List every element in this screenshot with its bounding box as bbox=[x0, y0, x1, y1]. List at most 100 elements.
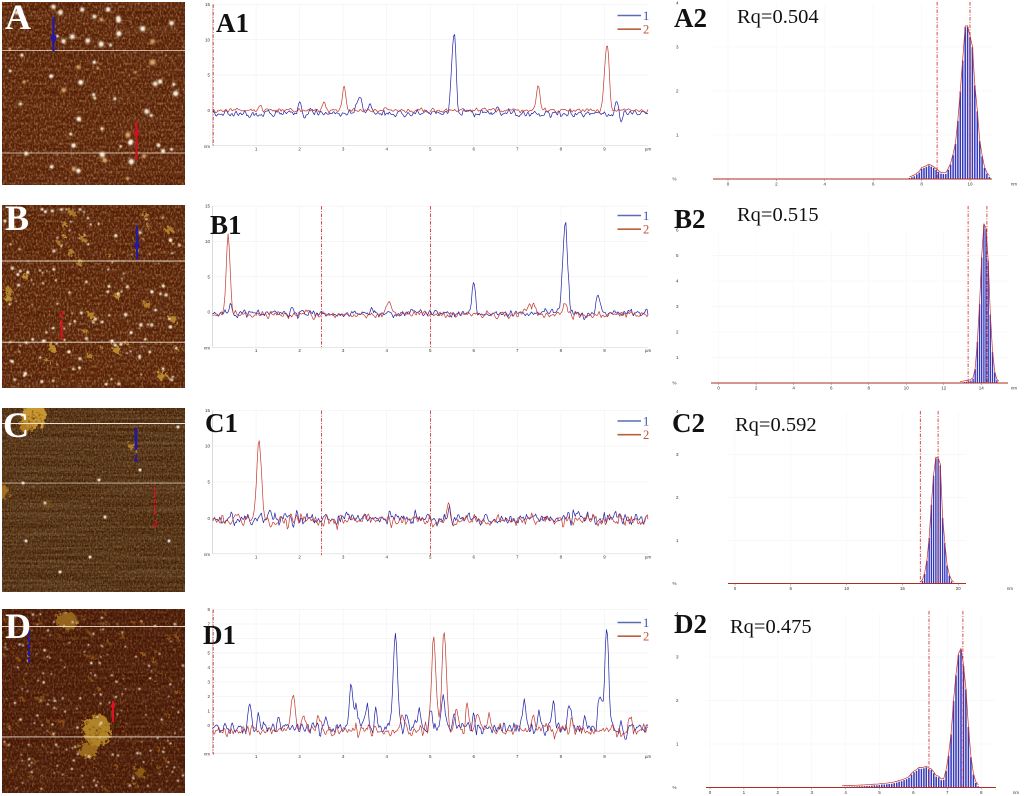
svg-text:4: 4 bbox=[676, 279, 679, 284]
svg-text:4: 4 bbox=[676, 409, 679, 414]
svg-text:12: 12 bbox=[941, 386, 947, 391]
svg-text:4: 4 bbox=[792, 386, 795, 391]
svg-text:6: 6 bbox=[473, 348, 476, 353]
svg-text:Rq=0.475: Rq=0.475 bbox=[730, 616, 812, 638]
svg-text:8: 8 bbox=[560, 147, 563, 152]
svg-text:7: 7 bbox=[516, 555, 519, 560]
svg-text:0: 0 bbox=[207, 310, 210, 315]
svg-text:1: 1 bbox=[676, 355, 679, 360]
svg-text:2: 2 bbox=[207, 694, 210, 699]
svg-text:3: 3 bbox=[676, 452, 679, 457]
svg-text:Rq=0.592: Rq=0.592 bbox=[735, 414, 817, 436]
svg-text:8: 8 bbox=[980, 790, 983, 795]
svg-text:6: 6 bbox=[912, 790, 915, 795]
svg-text:1: 1 bbox=[255, 348, 258, 353]
svg-text:Rq=0.515: Rq=0.515 bbox=[737, 204, 819, 226]
svg-text:µm: µm bbox=[645, 754, 651, 759]
svg-text:2: 2 bbox=[676, 495, 679, 500]
svg-text:5: 5 bbox=[878, 790, 881, 795]
svg-text:3: 3 bbox=[342, 754, 345, 759]
svg-text:6: 6 bbox=[872, 182, 875, 187]
svg-text:1: 1 bbox=[643, 616, 649, 630]
svg-text:5: 5 bbox=[429, 348, 432, 353]
svg-text:µm: µm bbox=[645, 147, 651, 152]
svg-text:4: 4 bbox=[824, 182, 827, 187]
svg-text:µm: µm bbox=[645, 348, 651, 353]
svg-text:nm: nm bbox=[1011, 386, 1017, 391]
svg-text:2: 2 bbox=[643, 428, 649, 442]
svg-text:A: A bbox=[5, 0, 31, 37]
svg-text:2: 2 bbox=[298, 348, 301, 353]
svg-text:14: 14 bbox=[979, 386, 985, 391]
svg-text:1: 1 bbox=[255, 754, 258, 759]
svg-text:1: 1 bbox=[207, 709, 210, 714]
svg-text:4: 4 bbox=[385, 147, 388, 152]
svg-text:10: 10 bbox=[205, 239, 211, 244]
svg-text:10: 10 bbox=[904, 386, 910, 391]
svg-text:B2: B2 bbox=[674, 204, 706, 234]
svg-text:8: 8 bbox=[867, 386, 870, 391]
svg-text:1: 1 bbox=[676, 538, 679, 543]
svg-text:5: 5 bbox=[207, 480, 210, 485]
svg-text:7: 7 bbox=[516, 147, 519, 152]
svg-text:15: 15 bbox=[205, 2, 211, 7]
svg-text:8: 8 bbox=[920, 182, 923, 187]
svg-text:10: 10 bbox=[844, 586, 850, 591]
svg-text:5: 5 bbox=[207, 651, 210, 656]
svg-text:nm: nm bbox=[204, 346, 210, 351]
svg-text:0: 0 bbox=[207, 516, 210, 521]
svg-text:2: 2 bbox=[298, 147, 301, 152]
svg-text:C: C bbox=[3, 405, 29, 445]
svg-text:3: 3 bbox=[676, 655, 679, 660]
svg-text:5: 5 bbox=[429, 147, 432, 152]
svg-text:1: 1 bbox=[255, 555, 258, 560]
svg-text:1: 1 bbox=[676, 742, 679, 747]
svg-text:5: 5 bbox=[207, 274, 210, 279]
svg-text:2: 2 bbox=[298, 555, 301, 560]
svg-text:%: % bbox=[672, 381, 676, 386]
svg-text:4: 4 bbox=[385, 348, 388, 353]
svg-text:3: 3 bbox=[342, 147, 345, 152]
svg-text:C2: C2 bbox=[672, 408, 705, 438]
svg-text:0: 0 bbox=[727, 182, 730, 187]
svg-text:9: 9 bbox=[603, 147, 606, 152]
svg-text:2: 2 bbox=[298, 754, 301, 759]
svg-text:nm: nm bbox=[1011, 182, 1017, 187]
svg-text:nm: nm bbox=[204, 552, 210, 557]
svg-text:6: 6 bbox=[676, 228, 679, 233]
svg-text:8: 8 bbox=[560, 555, 563, 560]
svg-text:B: B bbox=[5, 198, 29, 238]
svg-text:D2: D2 bbox=[674, 609, 707, 639]
svg-text:4: 4 bbox=[207, 665, 210, 670]
svg-text:8: 8 bbox=[560, 348, 563, 353]
svg-text:2: 2 bbox=[643, 223, 649, 237]
svg-text:2: 2 bbox=[775, 182, 778, 187]
svg-text:5: 5 bbox=[676, 253, 679, 258]
svg-text:2: 2 bbox=[152, 518, 158, 530]
svg-text:7: 7 bbox=[946, 790, 949, 795]
svg-text:1: 1 bbox=[643, 415, 649, 429]
svg-text:6: 6 bbox=[473, 555, 476, 560]
svg-text:4: 4 bbox=[676, 1, 679, 6]
svg-text:4: 4 bbox=[385, 754, 388, 759]
svg-text:A2: A2 bbox=[674, 3, 707, 33]
svg-text:0: 0 bbox=[709, 790, 712, 795]
svg-text:1: 1 bbox=[643, 9, 649, 23]
svg-text:10: 10 bbox=[967, 182, 973, 187]
svg-text:A1: A1 bbox=[216, 8, 249, 38]
svg-text:2: 2 bbox=[643, 630, 649, 644]
svg-text:3: 3 bbox=[342, 348, 345, 353]
svg-text:2: 2 bbox=[676, 330, 679, 335]
svg-text:2: 2 bbox=[755, 386, 758, 391]
svg-text:nm: nm bbox=[1013, 790, 1019, 795]
svg-text:5: 5 bbox=[429, 754, 432, 759]
svg-text:3: 3 bbox=[676, 45, 679, 50]
svg-text:7: 7 bbox=[516, 348, 519, 353]
svg-text:0: 0 bbox=[717, 386, 720, 391]
svg-text:6: 6 bbox=[473, 754, 476, 759]
svg-text:3: 3 bbox=[342, 555, 345, 560]
svg-text:2: 2 bbox=[59, 309, 65, 321]
svg-text:6: 6 bbox=[830, 386, 833, 391]
svg-text:0: 0 bbox=[734, 586, 737, 591]
svg-text:nm: nm bbox=[1007, 586, 1013, 591]
